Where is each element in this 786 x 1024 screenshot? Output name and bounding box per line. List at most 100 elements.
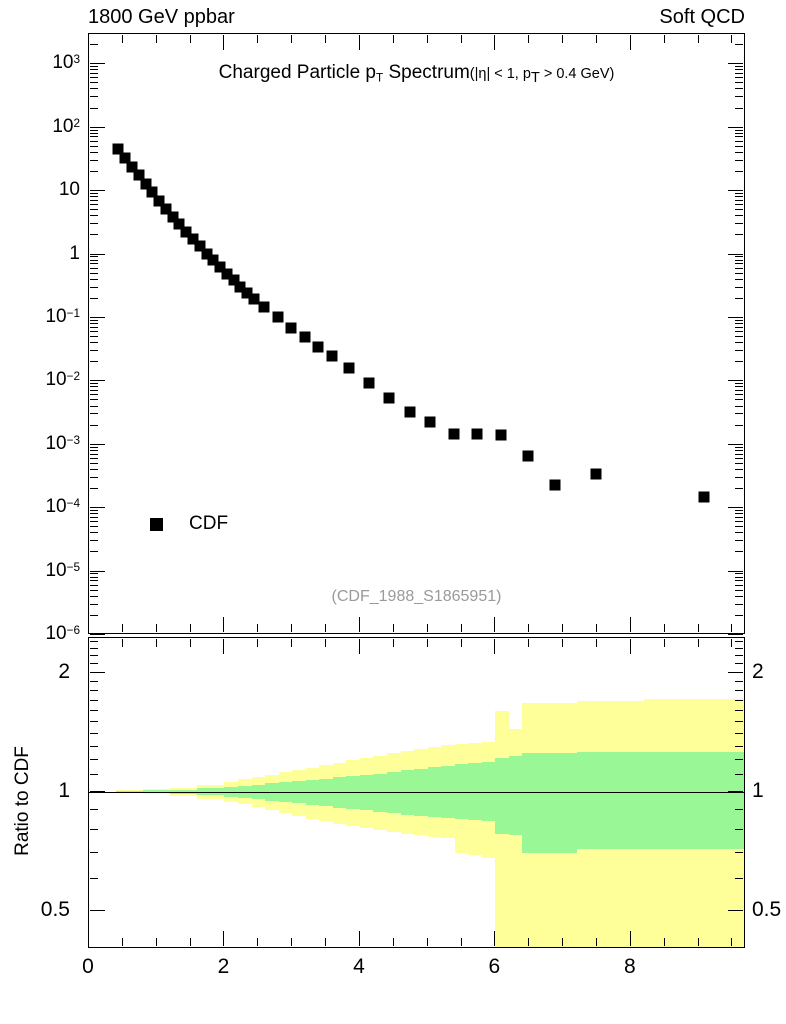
axis-tick [735, 721, 744, 723]
axis-tick [735, 130, 744, 132]
x-axis-labels: 0 2 4 6 8 [0, 955, 786, 985]
axis-tick [89, 287, 98, 289]
axis-tick [735, 171, 744, 173]
axis-tick [735, 298, 744, 300]
axis-tick [735, 323, 744, 325]
data-point-marker [272, 311, 284, 323]
axis-tick [735, 759, 744, 761]
y-tick-label: 10−6 [45, 623, 80, 644]
ratio-y-tick-label: 2 [752, 659, 764, 683]
plot-title: Charged Particle pT Spectrum(|η| < 1, pT… [88, 62, 745, 86]
data-point-marker [153, 195, 165, 207]
axis-tick [89, 399, 98, 401]
data-point-marker [471, 428, 483, 440]
axis-tick [89, 63, 105, 65]
x-tick-label: 4 [353, 955, 365, 978]
axis-tick [494, 638, 496, 654]
data-point-marker [214, 261, 226, 273]
data-point-marker [241, 287, 253, 299]
y-tick-label: 1 [69, 242, 80, 264]
y-tick-label: 10−2 [45, 369, 80, 391]
axis-tick [735, 44, 744, 46]
data-point-marker [590, 468, 602, 480]
axis-tick [223, 931, 225, 947]
axis-tick [698, 34, 700, 43]
axis-tick [735, 413, 744, 415]
axis-tick [735, 406, 744, 408]
axis-tick [735, 263, 744, 265]
axis-tick [89, 331, 98, 333]
axis-tick [735, 234, 744, 236]
axis-tick [664, 638, 666, 647]
axis-tick [89, 510, 98, 512]
axis-tick [735, 573, 744, 575]
axis-tick [122, 938, 124, 947]
axis-tick [89, 273, 98, 275]
axis-tick [89, 320, 98, 322]
data-point-marker [140, 178, 152, 190]
axis-tick [89, 146, 98, 148]
axis-tick [735, 454, 744, 456]
axis-tick [257, 638, 259, 647]
axis-tick [89, 878, 98, 880]
axis-tick [89, 532, 98, 534]
y-tick-label: 102 [52, 115, 80, 137]
axis-tick [156, 638, 158, 647]
axis-tick [89, 141, 98, 143]
axis-tick [735, 710, 744, 712]
axis-tick [731, 34, 733, 43]
axis-tick [89, 648, 98, 650]
axis-tick [89, 386, 98, 388]
x-tick-label: 8 [624, 955, 636, 978]
axis-tick [735, 852, 744, 854]
axis-tick [156, 34, 158, 43]
data-point-marker [126, 161, 138, 173]
axis-tick [735, 394, 744, 396]
axis-tick [596, 624, 598, 633]
axis-tick [735, 477, 744, 479]
axis-tick [735, 590, 744, 592]
axis-tick [735, 331, 744, 333]
axis-tick [89, 641, 98, 643]
data-point-marker [363, 377, 375, 389]
axis-tick [156, 938, 158, 947]
axis-tick [89, 383, 98, 385]
x-tick-label: 6 [488, 955, 501, 978]
axis-tick [89, 108, 98, 110]
axis-tick [89, 551, 98, 553]
axis-tick [735, 425, 744, 427]
axis-tick [735, 663, 744, 665]
axis-tick [359, 931, 361, 947]
axis-tick [494, 931, 496, 947]
axis-tick [562, 938, 564, 947]
axis-tick [596, 34, 598, 43]
axis-tick [735, 88, 744, 90]
axis-tick [89, 663, 98, 665]
axis-tick [735, 809, 744, 811]
axis-tick [89, 209, 98, 211]
axis-tick [735, 77, 744, 79]
axis-tick [630, 931, 632, 947]
axis-tick [735, 577, 744, 579]
y-tick-label: 103 [52, 52, 80, 74]
axis-tick [562, 638, 564, 647]
axis-tick [427, 34, 429, 43]
data-point-marker [248, 293, 260, 305]
data-point-marker [549, 479, 561, 491]
axis-tick [562, 624, 564, 633]
axis-tick [731, 624, 733, 633]
data-point-marker [698, 491, 710, 503]
axis-tick [735, 327, 744, 329]
data-point-marker [404, 406, 416, 418]
axis-tick [89, 655, 98, 657]
band-segment [603, 752, 645, 850]
axis-tick [735, 160, 744, 162]
axis-tick [728, 634, 744, 636]
axis-tick [325, 624, 327, 633]
axis-tick [735, 33, 744, 35]
axis-tick [735, 193, 744, 195]
band-segment [522, 752, 550, 853]
axis-tick [89, 77, 98, 79]
axis-tick [735, 73, 744, 75]
axis-tick [393, 938, 395, 947]
